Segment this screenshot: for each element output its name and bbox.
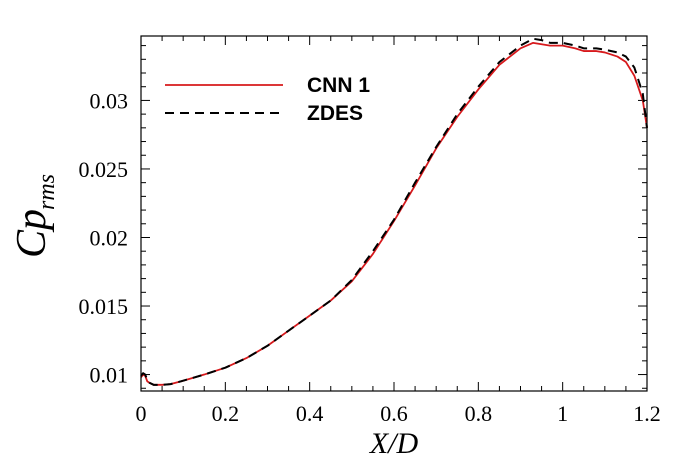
axis-ticks: [140, 36, 648, 391]
legend: CNN 1 ZDES: [165, 74, 370, 125]
y-tick-label: 0.025: [79, 157, 129, 182]
x-tick-label: 1.2: [633, 401, 661, 426]
y-tick-label: 0.015: [79, 294, 129, 319]
x-axis-title: X/D: [369, 427, 419, 460]
y-tick-label: 0.02: [90, 225, 129, 250]
x-tick-label: 0.4: [296, 401, 324, 426]
x-tick-label: 1: [557, 401, 568, 426]
axis-tick-labels: 0 0.2 0.4 0.6 0.8 1 1.2 0.01 0.015 0.02 0.025 0.03: [79, 88, 661, 426]
x-tick-label: 0.6: [380, 401, 408, 426]
series-layer: [140, 37, 648, 386]
y-axis-title-main: Cp: [9, 209, 55, 258]
y-axis-title: Cp rms: [9, 174, 60, 258]
x-tick-label: 0.2: [212, 401, 240, 426]
y-axis-title-subscript: rms: [34, 174, 60, 210]
legend-label-series-1: CNN 1: [307, 74, 370, 97]
y-tick-label: 0.01: [90, 363, 129, 388]
x-tick-label: 0.8: [465, 401, 493, 426]
x-tick-label: 0: [136, 401, 147, 426]
legend-label-series-2: ZDES: [307, 102, 363, 125]
series-line-2: [140, 37, 648, 386]
y-tick-label: 0.03: [90, 88, 129, 113]
plot-frame: [140, 35, 648, 392]
